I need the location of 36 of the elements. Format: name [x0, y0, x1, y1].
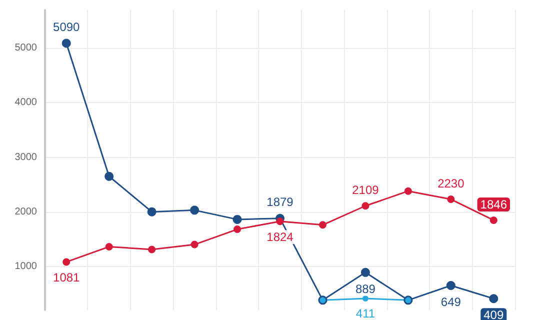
point [362, 295, 368, 302]
point [190, 206, 200, 215]
point [147, 207, 156, 216]
point [360, 268, 370, 277]
point [148, 246, 156, 254]
point [276, 218, 284, 226]
y-tick-label: 2000 [14, 206, 38, 218]
data-label: 411 [356, 306, 376, 320]
point [190, 240, 198, 248]
point [447, 196, 455, 204]
y-tick-label: 3000 [14, 152, 38, 163]
data-label: 1846 [480, 197, 508, 212]
data-label: 2230 [438, 176, 465, 191]
data-label: 2109 [352, 183, 380, 198]
y-tick-label: 4000 [14, 97, 38, 108]
point [490, 216, 498, 224]
y-tick-label: 5000 [14, 42, 38, 54]
point [62, 38, 71, 48]
point [404, 187, 412, 195]
point [232, 214, 242, 224]
point [104, 172, 114, 181]
point [62, 258, 70, 266]
point [234, 226, 242, 234]
data-label: 1081 [53, 270, 80, 285]
point [318, 221, 326, 229]
data-label: 1824 [266, 230, 294, 244]
data-label: 409 [484, 308, 504, 320]
point [362, 202, 370, 210]
data-label: 649 [440, 295, 462, 310]
point [489, 294, 498, 304]
point [105, 242, 113, 250]
point [446, 281, 456, 290]
y-tick-label: 1000 [14, 260, 38, 272]
data-label: 5090 [53, 20, 80, 34]
data-label: 1879 [266, 194, 294, 209]
data-label: 889 [355, 282, 376, 296]
